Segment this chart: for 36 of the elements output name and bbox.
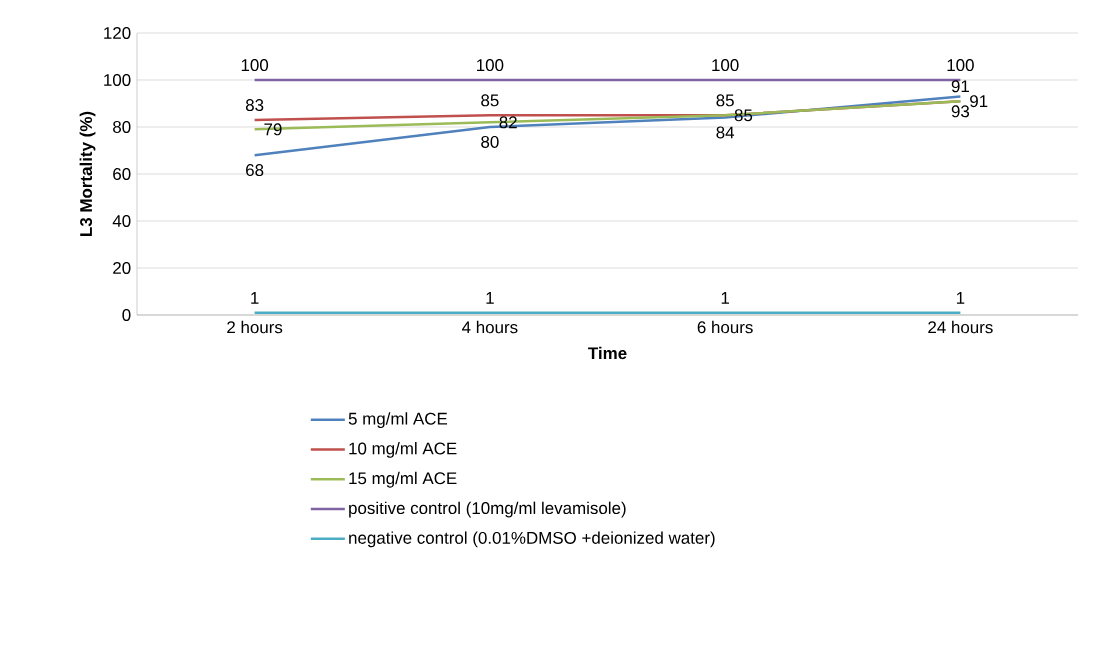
data-label: 68 — [246, 164, 264, 177]
data-label: 85 — [734, 109, 753, 122]
y-tick-label: 60 — [113, 168, 131, 180]
data-label: 85 — [716, 94, 734, 107]
data-label: 1 — [486, 292, 494, 304]
data-label: 85 — [481, 94, 499, 107]
legend-label: 10 mg/ml ACE — [349, 442, 457, 458]
data-label: 100 — [477, 59, 504, 72]
legend-label: negative control (0.01%DMSO +deionized water) — [349, 531, 715, 548]
data-label: 1 — [251, 292, 259, 304]
data-label: 91 — [951, 80, 969, 93]
x-tick-label: 6 hours — [697, 320, 753, 334]
legend-label: positive control (10mg/ml levamisole) — [349, 501, 626, 518]
data-label: 93 — [951, 105, 970, 118]
x-tick-label: 2 hours — [227, 320, 283, 334]
x-tick-label: 24 hours — [928, 320, 993, 334]
x-axis-title: Time — [588, 346, 627, 360]
data-label: 100 — [947, 59, 974, 72]
data-label: 84 — [716, 126, 735, 139]
y-tick-label: 20 — [113, 262, 131, 274]
y-tick-label: 80 — [113, 121, 131, 133]
legend-label: 5 mg/ml ACE — [348, 412, 448, 429]
data-label: 100 — [241, 59, 269, 72]
y-axis-title: L3 Mortality (%) — [79, 111, 96, 236]
y-tick-label: 120 — [104, 27, 131, 39]
legend-label: 15 mg/ml ACE — [349, 471, 457, 488]
data-label: 1 — [956, 292, 965, 304]
data-label: 1 — [721, 292, 730, 304]
data-label: 80 — [481, 135, 499, 148]
data-label: 91 — [970, 95, 988, 108]
y-tick-label: 40 — [112, 215, 131, 227]
data-label: 100 — [712, 59, 739, 72]
y-tick-label: 0 — [122, 309, 131, 321]
x-tick-label: 4 hours — [462, 320, 518, 334]
y-tick-label: 100 — [104, 74, 131, 86]
data-label: 83 — [245, 99, 264, 112]
